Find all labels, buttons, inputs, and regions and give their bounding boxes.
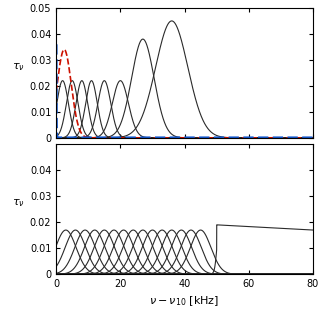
Y-axis label: $\tau_\nu$: $\tau_\nu$ — [12, 197, 25, 209]
Y-axis label: $\tau_\nu$: $\tau_\nu$ — [12, 61, 25, 73]
X-axis label: $\nu - \nu_{10}$ [kHz]: $\nu - \nu_{10}$ [kHz] — [150, 294, 220, 308]
